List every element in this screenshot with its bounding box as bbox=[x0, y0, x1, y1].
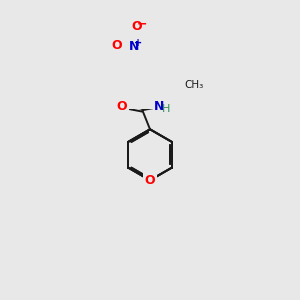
Text: O: O bbox=[117, 100, 127, 113]
Text: CH₃: CH₃ bbox=[184, 80, 204, 90]
Text: +: + bbox=[134, 38, 142, 48]
Text: N: N bbox=[129, 40, 139, 53]
Text: N: N bbox=[154, 100, 165, 113]
Text: O: O bbox=[145, 174, 155, 187]
Text: O: O bbox=[131, 20, 142, 33]
Text: O: O bbox=[111, 39, 122, 52]
Text: H: H bbox=[162, 104, 170, 114]
Text: −: − bbox=[136, 18, 147, 31]
